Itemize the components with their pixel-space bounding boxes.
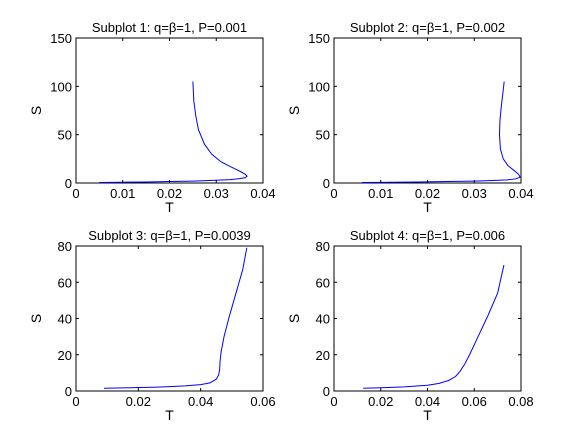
x-tick-label: 0.06: [250, 394, 275, 409]
subplot-title: Subplot 1: q=β=1, P=0.001: [92, 20, 247, 35]
y-axis-label: S: [286, 106, 302, 115]
subplot-1: 0 0.01 0.02 0.03 0.04 0 50 100 150 Subplot 1: q=β…: [28, 20, 276, 215]
subplot-title: Subplot 4: q=β=1, P=0.006: [350, 228, 505, 243]
x-axis-label: T: [423, 407, 432, 423]
x-tick-label: 0: [330, 394, 337, 409]
y-tick-label: 60: [316, 275, 330, 290]
y-tick-label: 100: [308, 79, 330, 94]
subplot-4: 0 0.02 0.04 0.06 0.08 0 20 40 60 80 Subplot 4: q=β…: [286, 228, 534, 423]
axes-box: [75, 37, 264, 184]
y-axis-label: S: [286, 314, 302, 323]
y-tick-label: 20: [316, 348, 330, 363]
y-tick-label: 150: [50, 31, 72, 46]
x-tick-label: 0: [72, 186, 79, 201]
x-tick-label: 0.04: [415, 394, 440, 409]
y-tick-label: 0: [65, 176, 72, 191]
y-axis-label: S: [28, 106, 44, 115]
x-axis-label: T: [423, 199, 432, 215]
y-tick-label: 60: [58, 275, 72, 290]
x-tick-label: 0: [330, 186, 337, 201]
y-tick-label: 40: [58, 312, 72, 327]
axes-box: [75, 245, 264, 392]
y-tick-label: 100: [50, 79, 72, 94]
y-tick-label: 150: [308, 31, 330, 46]
y-tick-label: 40: [316, 312, 330, 327]
series-line: [363, 264, 505, 389]
subplot-2: 0 0.01 0.02 0.03 0.04 0 50 100 150 Subplot 2: q=β…: [286, 20, 534, 215]
y-tick-label: 0: [323, 176, 330, 191]
x-tick-label: 0.04: [508, 186, 533, 201]
y-tick-label: 0: [323, 384, 330, 399]
y-tick-label: 80: [316, 239, 330, 254]
subplot-title: Subplot 2: q=β=1, P=0.002: [350, 20, 505, 35]
subplot-title: Subplot 3: q=β=1, P=0.0039: [88, 228, 251, 243]
x-tick-label: 0.02: [126, 394, 151, 409]
x-tick-label: 0.04: [250, 186, 275, 201]
x-axis-label: T: [165, 407, 174, 423]
x-tick-label: 0.04: [188, 394, 213, 409]
axes-box: [333, 245, 522, 392]
x-axis-label: T: [165, 199, 174, 215]
y-tick-label: 50: [316, 128, 330, 143]
y-tick-label: 50: [58, 128, 72, 143]
x-tick-label: 0.06: [462, 394, 487, 409]
y-tick-label: 0: [65, 384, 72, 399]
axes-box: [333, 37, 522, 184]
y-tick-label: 80: [58, 239, 72, 254]
x-tick-label: 0.01: [368, 186, 393, 201]
y-tick-label: 20: [58, 348, 72, 363]
x-tick-label: 0.08: [508, 394, 533, 409]
x-tick-label: 0.01: [110, 186, 135, 201]
x-tick-label: 0.02: [157, 186, 182, 201]
series-line: [104, 247, 248, 389]
x-tick-label: 0.03: [204, 186, 229, 201]
x-tick-label: 0.02: [415, 186, 440, 201]
subplot-3: 0 0.02 0.04 0.06 0 20 40 60 80 Subplot 3: q=β=1, …: [28, 228, 276, 423]
series-line: [362, 81, 521, 184]
y-axis-label: S: [28, 314, 44, 323]
x-tick-label: 0.02: [368, 394, 393, 409]
x-tick-label: 0: [72, 394, 79, 409]
x-tick-label: 0.03: [462, 186, 487, 201]
series-line: [99, 81, 248, 184]
